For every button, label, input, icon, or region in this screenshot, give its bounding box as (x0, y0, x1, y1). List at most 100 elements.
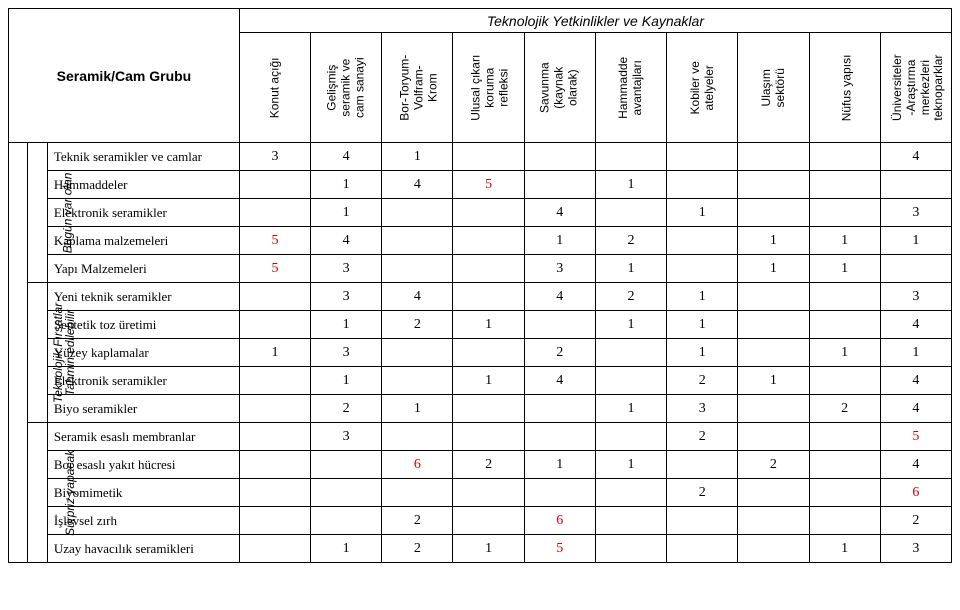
cell: 2 (595, 283, 666, 311)
cell (382, 367, 453, 395)
cell: 3 (880, 283, 951, 311)
cell (738, 171, 809, 199)
cell: 2 (880, 507, 951, 535)
cell (667, 255, 738, 283)
cell: 4 (382, 283, 453, 311)
cell: 1 (595, 311, 666, 339)
column-header: Ulaşımsektörü (738, 33, 809, 143)
table-row: Tahmin edilebilirYeni teknik seramikler3… (9, 283, 952, 311)
cell: 3 (311, 255, 382, 283)
cell (595, 507, 666, 535)
table-row: Kaplama malzemeleri5412111 (9, 227, 952, 255)
cell (595, 339, 666, 367)
cell: 1 (738, 255, 809, 283)
cell (311, 507, 382, 535)
column-header: Konut açığı (239, 33, 310, 143)
cell (595, 367, 666, 395)
cell: 2 (667, 479, 738, 507)
cell (239, 451, 310, 479)
cell (382, 199, 453, 227)
cell (239, 171, 310, 199)
cell (595, 535, 666, 563)
cell: 1 (880, 227, 951, 255)
cell (382, 423, 453, 451)
group-side-label: Tahmin edilebilir (28, 283, 47, 423)
cell (667, 451, 738, 479)
cell (738, 395, 809, 423)
cell (809, 283, 880, 311)
table-row: Hammaddeler1451 (9, 171, 952, 199)
cell: 1 (311, 535, 382, 563)
cell: 1 (738, 367, 809, 395)
cell: 1 (311, 199, 382, 227)
cell: 3 (311, 339, 382, 367)
cell: 4 (880, 143, 951, 171)
cell (809, 143, 880, 171)
cell: 5 (880, 423, 951, 451)
cell (239, 423, 310, 451)
cell: 1 (667, 339, 738, 367)
cell: 4 (880, 311, 951, 339)
cell (239, 395, 310, 423)
cell (809, 479, 880, 507)
cell (667, 171, 738, 199)
cell (453, 423, 524, 451)
cell: 3 (667, 395, 738, 423)
cell: 5 (524, 535, 595, 563)
cell (738, 199, 809, 227)
row-label: Teknik seramikler ve camlar (47, 143, 239, 171)
table-row: Yapı Malzemeleri533111 (9, 255, 952, 283)
column-header: Savunma(kaynakolarak) (524, 33, 595, 143)
cell (382, 255, 453, 283)
cell (382, 479, 453, 507)
cell (667, 507, 738, 535)
cell (453, 255, 524, 283)
cell: 1 (809, 227, 880, 255)
cell (595, 199, 666, 227)
group-title: Seramik/Cam Grubu (9, 9, 240, 143)
row-label: Kaplama malzemeleri (47, 227, 239, 255)
table-row: Biyomimetik26 (9, 479, 952, 507)
cell: 3 (880, 199, 951, 227)
cell (738, 339, 809, 367)
cell: 1 (667, 199, 738, 227)
table-row: Uzay havacılık seramikleri121513 (9, 535, 952, 563)
cell: 4 (524, 199, 595, 227)
cell (809, 171, 880, 199)
cell: 1 (595, 451, 666, 479)
cell (667, 143, 738, 171)
cell (738, 283, 809, 311)
super-header: Teknolojik Yetkinlikler ve Kaynaklar (239, 9, 951, 33)
column-header: Hammaddeavantajları (595, 33, 666, 143)
cell (595, 423, 666, 451)
cell (239, 367, 310, 395)
table-row: Bor esaslı yakıt hücresi621124 (9, 451, 952, 479)
cell: 1 (809, 339, 880, 367)
cell: 1 (667, 311, 738, 339)
group-side-label: Bugün var olan (28, 143, 47, 283)
cell: 3 (239, 143, 310, 171)
cell: 3 (311, 283, 382, 311)
cell: 2 (382, 535, 453, 563)
cell (453, 199, 524, 227)
cell: 4 (880, 395, 951, 423)
table-row: Sentetik toz üretimi121114 (9, 311, 952, 339)
cell (239, 199, 310, 227)
cell: 1 (738, 227, 809, 255)
cell: 4 (524, 283, 595, 311)
outer-side-label: Teknolojik Fırsatlar (9, 143, 28, 563)
cell (667, 227, 738, 255)
cell: 2 (453, 451, 524, 479)
cell: 2 (311, 395, 382, 423)
cell (880, 255, 951, 283)
cell: 2 (738, 451, 809, 479)
cell: 2 (382, 507, 453, 535)
cell (738, 535, 809, 563)
cell (311, 479, 382, 507)
cell: 1 (524, 451, 595, 479)
cell (809, 199, 880, 227)
cell: 1 (809, 255, 880, 283)
cell (382, 339, 453, 367)
cell: 1 (595, 395, 666, 423)
table-row: Biyo seramikler211324 (9, 395, 952, 423)
